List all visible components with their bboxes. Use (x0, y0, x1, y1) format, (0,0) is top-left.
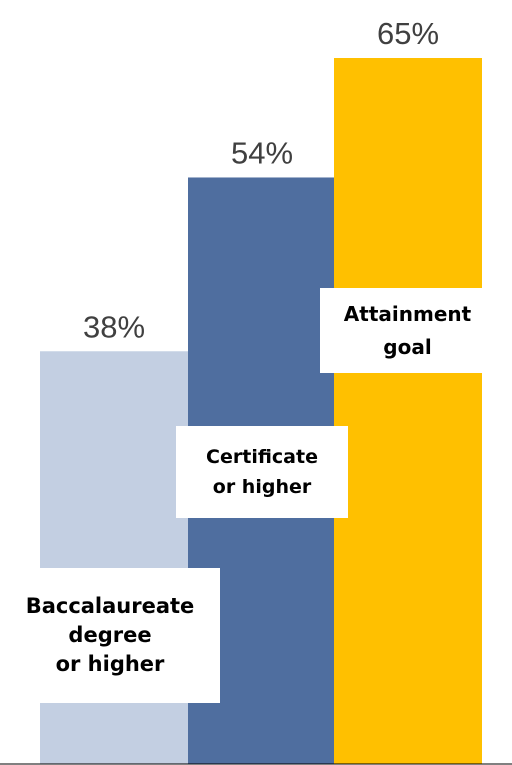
value-label-attainment-goal: 65% (377, 16, 439, 51)
value-labels-group: 38% 54% 65% (83, 16, 439, 344)
category-label-baccalaureate: Baccalaureate degree or higher (0, 568, 220, 703)
value-label-baccalaureate: 38% (83, 309, 145, 344)
bar-attainment-goal (334, 58, 482, 764)
category-label-attainment-goal: Attainment goal (320, 288, 495, 373)
category-label-certificate: Certificate or higher (176, 426, 348, 518)
value-label-certificate: 54% (231, 135, 293, 170)
